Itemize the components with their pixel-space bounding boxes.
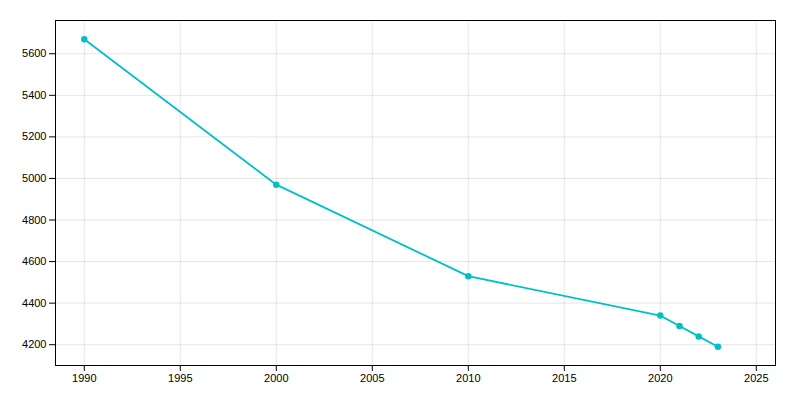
svg-text:4400: 4400	[22, 297, 46, 309]
svg-text:5600: 5600	[22, 47, 46, 59]
svg-text:2025: 2025	[744, 372, 768, 384]
svg-text:1995: 1995	[168, 372, 192, 384]
svg-text:5400: 5400	[22, 89, 46, 101]
svg-text:1990: 1990	[72, 372, 96, 384]
svg-text:4200: 4200	[22, 338, 46, 350]
svg-text:2015: 2015	[552, 372, 576, 384]
svg-text:2000: 2000	[264, 372, 288, 384]
svg-text:4600: 4600	[22, 255, 46, 267]
svg-text:5200: 5200	[22, 130, 46, 142]
svg-text:2005: 2005	[360, 372, 384, 384]
svg-text:5000: 5000	[22, 172, 46, 184]
svg-text:2020: 2020	[648, 372, 672, 384]
svg-text:2010: 2010	[456, 372, 480, 384]
svg-text:4800: 4800	[22, 214, 46, 226]
